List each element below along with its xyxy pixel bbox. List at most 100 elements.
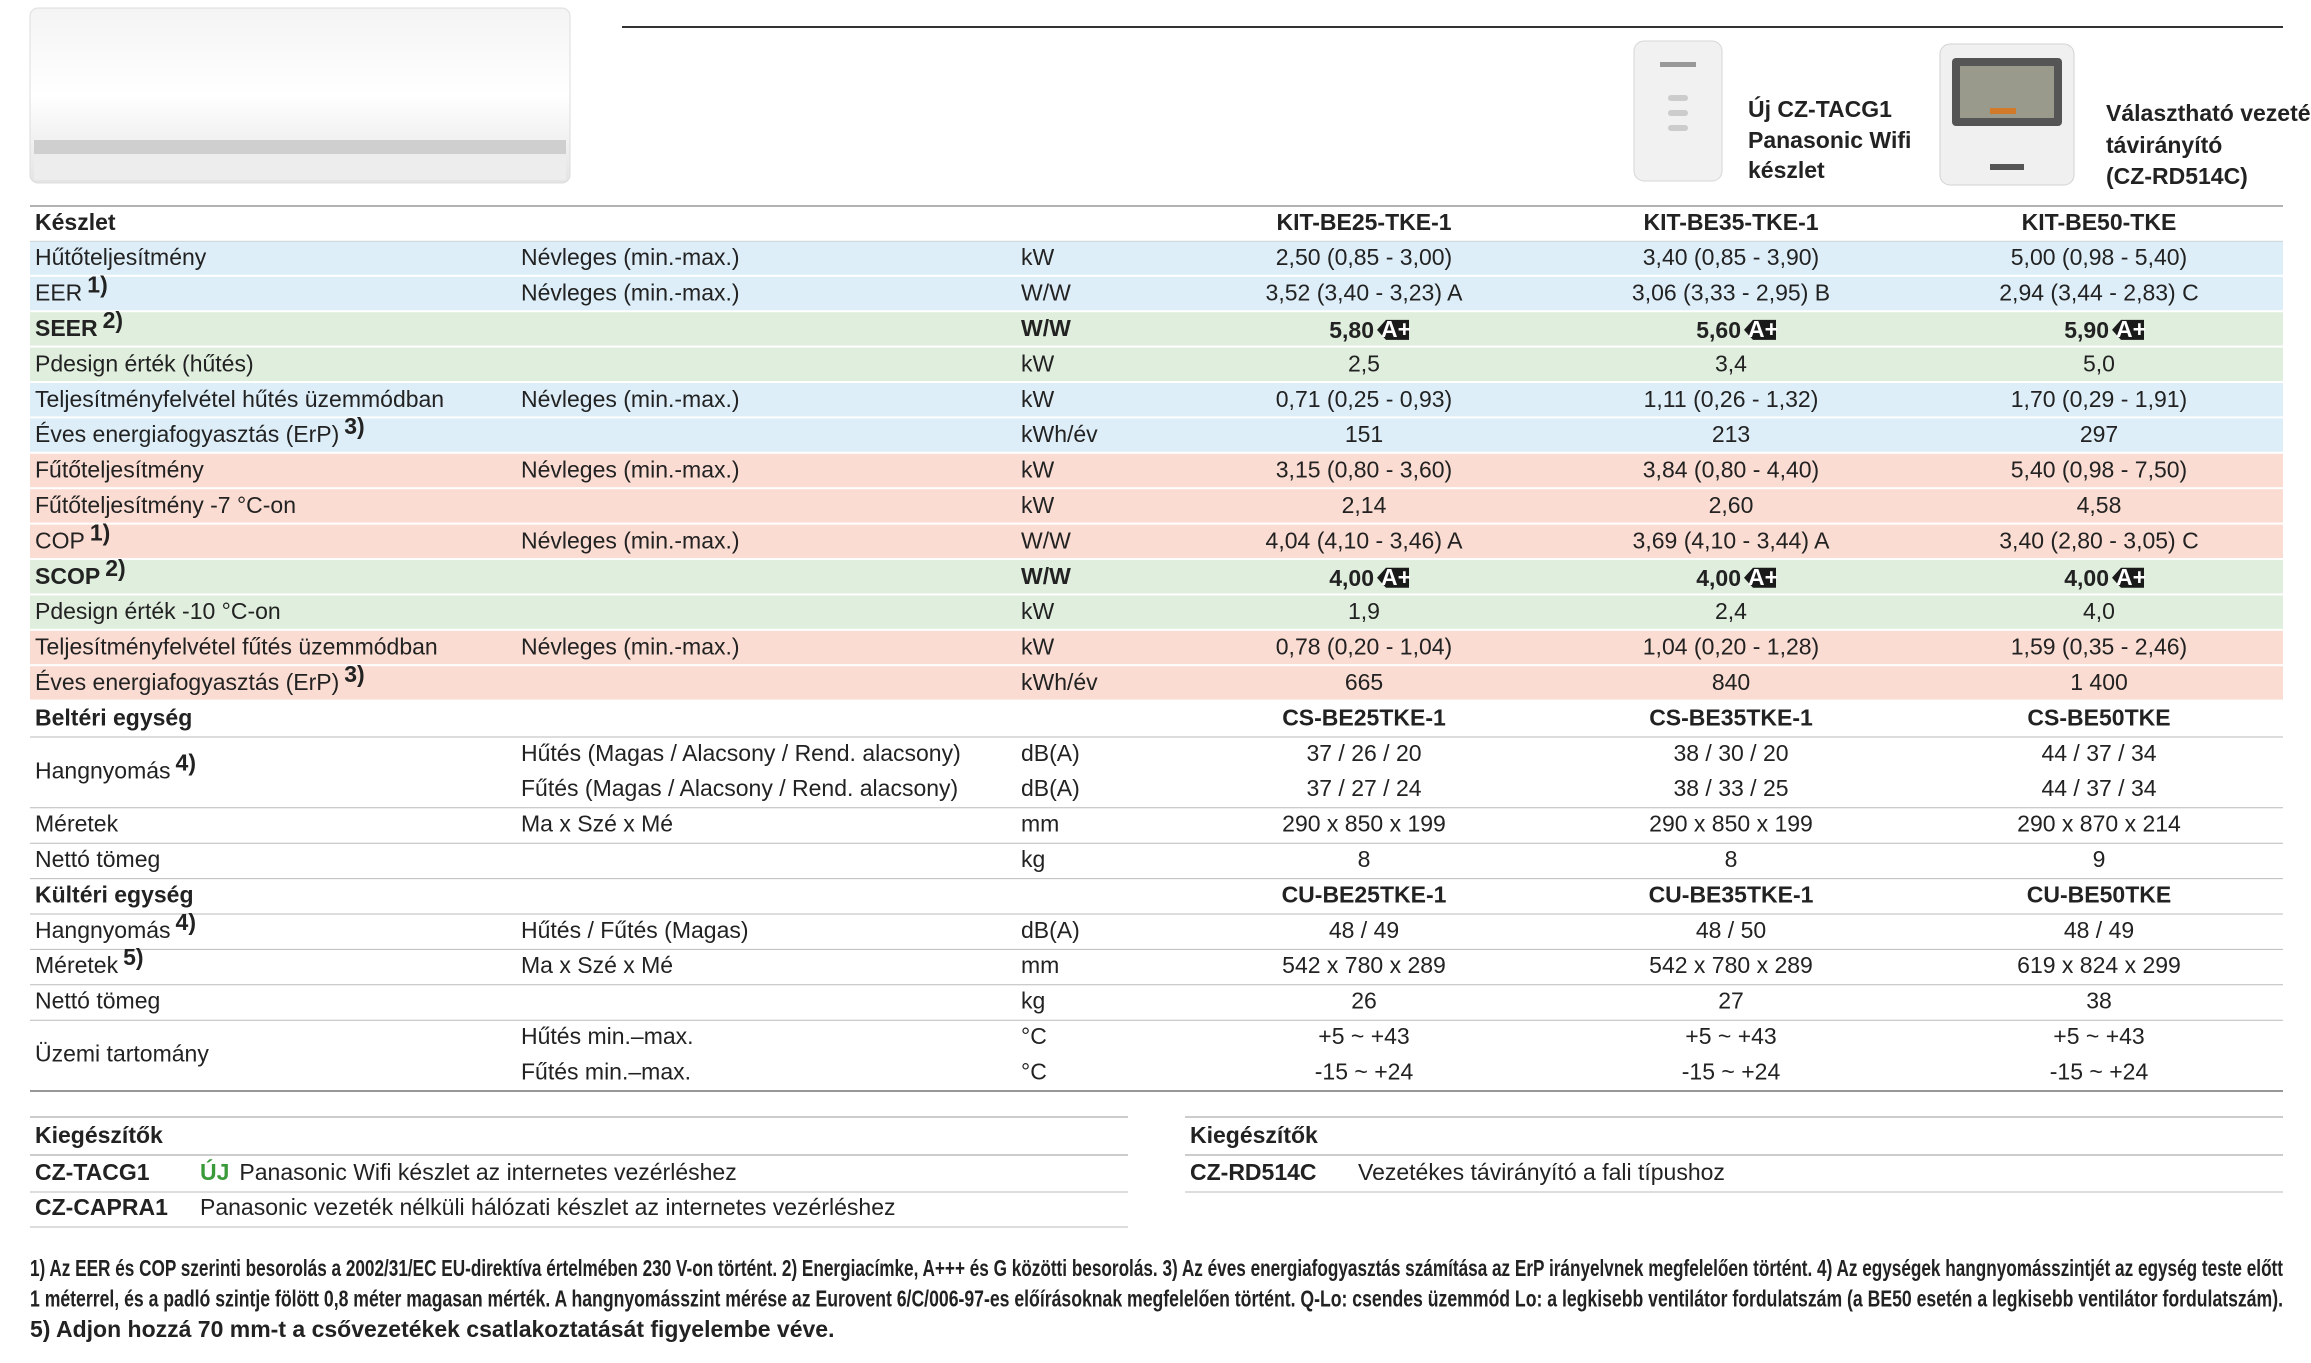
cell-value: 1,59 (0,35 - 2,46) bbox=[2011, 634, 2187, 660]
row-label: SEER bbox=[35, 315, 98, 341]
cell-value: 290 x 870 x 214 bbox=[2017, 811, 2181, 837]
cell-value: 5,40 (0,98 - 7,50) bbox=[2011, 457, 2187, 483]
row-sublabel: Fűtés (Magas / Alacsony / Rend. alacsony… bbox=[521, 775, 958, 801]
cell-value: 5,80 bbox=[1329, 317, 1374, 343]
cell-value: -15 ~ +24 bbox=[2050, 1058, 2149, 1084]
footnote-ref: 2) bbox=[105, 555, 125, 581]
row-sublabel: Névleges (min.-max.) bbox=[521, 634, 740, 660]
model-name: KIT-BE35-TKE-1 bbox=[1643, 209, 1818, 235]
footnote-ref: 3) bbox=[344, 413, 364, 439]
model-name: CU-BE50TKE bbox=[2027, 881, 2171, 907]
energy-badge-label: A+ bbox=[1381, 316, 1411, 342]
row-label: Méretek bbox=[35, 952, 119, 978]
energy-badge bbox=[1744, 319, 1776, 340]
cell-value: 4,00 bbox=[2064, 565, 2109, 591]
row-label: Teljesítményfelvétel hűtés üzemmódban bbox=[35, 386, 444, 412]
unit: kW bbox=[1021, 634, 1055, 660]
section-title: Beltéri egység bbox=[35, 704, 192, 730]
cell-value: 1 400 bbox=[2070, 669, 2128, 695]
cell-value: 3,4 bbox=[1715, 350, 1747, 376]
energy-badge-label: A+ bbox=[1381, 564, 1411, 590]
row-label: Pdesign érték (hűtés) bbox=[35, 350, 254, 376]
row-label: Éves energiafogyasztás (ErP) bbox=[35, 669, 339, 695]
unit: °C bbox=[1021, 1058, 1047, 1084]
row-sublabel: Névleges (min.-max.) bbox=[521, 457, 740, 483]
cell-value: 619 x 824 x 299 bbox=[2017, 952, 2181, 978]
footnote-ref: 1) bbox=[90, 519, 110, 545]
cell-value: 27 bbox=[1718, 988, 1744, 1014]
model-name: KIT-BE25-TKE-1 bbox=[1276, 209, 1451, 235]
energy-badge bbox=[2112, 319, 2144, 340]
cell-value: 3,69 (4,10 - 3,44) A bbox=[1633, 527, 1831, 553]
row-label: Pdesign érték -10 °C-on bbox=[35, 598, 281, 624]
unit: kWh/év bbox=[1021, 421, 1098, 447]
unit: kW bbox=[1021, 492, 1055, 518]
cell-value: 4,04 (4,10 - 3,46) A bbox=[1266, 527, 1464, 553]
cell-value: 0,78 (0,20 - 1,04) bbox=[1276, 634, 1452, 660]
energy-badge-label: A+ bbox=[2116, 564, 2146, 590]
unit: kW bbox=[1021, 350, 1055, 376]
footnote: 1) Az EER és COP szerinti besorolás a 20… bbox=[30, 1255, 2283, 1281]
remote-controller-image bbox=[1939, 43, 2075, 186]
accessory-caption: Panasonic Wifi bbox=[1748, 127, 1911, 153]
unit: W/W bbox=[1021, 563, 1071, 589]
accessory-code: CZ-RD514C bbox=[1190, 1159, 1317, 1185]
unit: dB(A) bbox=[1021, 917, 1080, 943]
row-background bbox=[30, 347, 2283, 381]
energy-badge-label: A+ bbox=[1748, 564, 1778, 590]
row-sublabel: Hűtés min.–max. bbox=[521, 1023, 694, 1049]
cell-value: 151 bbox=[1345, 421, 1383, 447]
accessory-text: Panasonic vezeték nélküli hálózati készl… bbox=[200, 1194, 896, 1220]
model-name: CU-BE35TKE-1 bbox=[1649, 881, 1814, 907]
accessory-code: CZ-CAPRA1 bbox=[35, 1194, 168, 1220]
unit: mm bbox=[1021, 952, 1059, 978]
footnote-ref: 4) bbox=[176, 749, 196, 775]
row-label: Hangnyomás bbox=[35, 917, 171, 943]
cell-value: +5 ~ +43 bbox=[2053, 1023, 2144, 1049]
section-title: Készlet bbox=[35, 209, 116, 235]
row-sublabel: Ma x Szé x Mé bbox=[521, 952, 673, 978]
energy-badge-label: A+ bbox=[2116, 316, 2146, 342]
row-label: Fűtőteljesítmény -7 °C-on bbox=[35, 492, 296, 518]
cell-value: 542 x 780 x 289 bbox=[1282, 952, 1446, 978]
cell-value: 4,0 bbox=[2083, 598, 2115, 624]
accessory-caption: (CZ-RD514C) bbox=[2106, 163, 2248, 189]
cell-value: 2,94 (3,44 - 2,83) C bbox=[1999, 280, 2198, 306]
row-background bbox=[30, 241, 2283, 275]
unit: kW bbox=[1021, 598, 1055, 624]
cell-value: -15 ~ +24 bbox=[1315, 1058, 1414, 1084]
energy-badge bbox=[1744, 567, 1776, 588]
cell-value: 2,5 bbox=[1348, 350, 1380, 376]
unit: kWh/év bbox=[1021, 669, 1098, 695]
cell-value: +5 ~ +43 bbox=[1685, 1023, 1776, 1049]
accessory-title: Kiegészítők bbox=[1190, 1122, 1318, 1148]
ac-unit-image bbox=[29, 7, 571, 184]
row-sublabel: Névleges (min.-max.) bbox=[521, 386, 740, 412]
unit: kW bbox=[1021, 457, 1055, 483]
unit: kg bbox=[1021, 846, 1045, 872]
footnote-ref: 5) bbox=[123, 944, 143, 970]
unit: W/W bbox=[1021, 527, 1071, 553]
cell-value: 0,71 (0,25 - 0,93) bbox=[1276, 386, 1452, 412]
cell-value: +5 ~ +43 bbox=[1318, 1023, 1409, 1049]
cell-value: 542 x 780 x 289 bbox=[1649, 952, 1813, 978]
cell-value: 1,70 (0,29 - 1,91) bbox=[2011, 386, 2187, 412]
unit: °C bbox=[1021, 1023, 1047, 1049]
accessory-caption: Új CZ-TACG1 bbox=[1748, 95, 1892, 122]
row-label: Hangnyomás bbox=[35, 757, 171, 783]
cell-value: 37 / 27 / 24 bbox=[1306, 775, 1421, 801]
cell-value: 5,0 bbox=[2083, 350, 2115, 376]
cell-value: -15 ~ +24 bbox=[1682, 1058, 1781, 1084]
cell-value: 290 x 850 x 199 bbox=[1649, 811, 1813, 837]
energy-badge bbox=[1377, 567, 1409, 588]
row-background bbox=[30, 630, 2283, 665]
row-background bbox=[30, 489, 2283, 523]
cell-value: 48 / 50 bbox=[1696, 917, 1766, 943]
unit: kW bbox=[1021, 244, 1055, 270]
accessory-code: CZ-TACG1 bbox=[35, 1159, 150, 1185]
section-title: Kültéri egység bbox=[35, 881, 194, 907]
cell-value: 37 / 26 / 20 bbox=[1306, 740, 1421, 766]
row-label: Méretek bbox=[35, 811, 119, 837]
model-name: CS-BE50TKE bbox=[2027, 704, 2170, 730]
